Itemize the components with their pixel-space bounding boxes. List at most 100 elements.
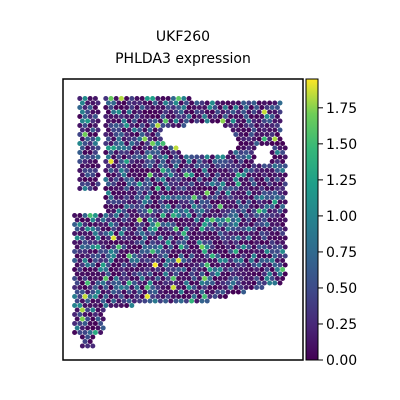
spot-point — [90, 262, 96, 268]
spot-point — [233, 114, 239, 119]
spot-point — [189, 199, 195, 205]
spot-point — [272, 253, 278, 259]
spot-point — [191, 105, 197, 110]
spot-point — [118, 132, 124, 137]
spot-point — [103, 231, 109, 236]
spot-point — [235, 289, 241, 295]
spot-point — [139, 231, 145, 236]
spot-point — [131, 136, 137, 142]
spot-point — [217, 213, 223, 218]
spot-point — [142, 271, 148, 277]
spot-point — [108, 186, 114, 191]
spot-point — [163, 226, 169, 232]
spot-point — [79, 136, 85, 142]
spot-point — [194, 172, 200, 178]
spot-point — [189, 253, 195, 259]
spot-point — [147, 109, 153, 115]
spot-point — [191, 267, 197, 272]
spot-point — [87, 321, 93, 326]
spot-point — [261, 226, 267, 232]
spot-point — [191, 294, 197, 299]
spot-point — [220, 280, 226, 286]
spot-point — [85, 343, 91, 349]
spot-point — [267, 271, 273, 277]
spot-point — [131, 100, 137, 106]
spot-point — [113, 105, 119, 110]
spot-point — [238, 195, 244, 200]
spot-point — [77, 276, 83, 281]
spot-point — [121, 271, 127, 277]
spot-point — [254, 285, 260, 290]
spot-point — [139, 159, 145, 164]
spot-point — [131, 289, 137, 295]
spot-point — [225, 118, 231, 124]
spot-point — [199, 217, 205, 223]
spot-point — [212, 231, 218, 236]
spot-point — [108, 123, 114, 128]
spot-point — [217, 222, 223, 227]
spot-point — [183, 244, 189, 250]
spot-point — [124, 195, 130, 200]
spot-point — [129, 195, 135, 200]
spot-point — [178, 199, 184, 205]
spot-point — [235, 109, 241, 115]
spot-point — [124, 168, 130, 173]
spot-point — [282, 217, 288, 223]
spot-point — [124, 204, 130, 209]
spot-point — [243, 276, 249, 281]
spot-point — [163, 298, 169, 304]
spot-point — [124, 258, 130, 263]
spot-point — [196, 213, 202, 218]
spot-point — [173, 289, 179, 295]
spot-layer — [72, 96, 288, 349]
spot-point — [212, 195, 218, 200]
spot-point — [233, 105, 239, 110]
spot-point — [77, 105, 83, 110]
spot-point — [204, 163, 210, 169]
spot-point — [277, 271, 283, 277]
spot-point — [186, 285, 192, 290]
spot-point — [199, 208, 205, 214]
spot-point — [277, 109, 283, 115]
spot-point — [134, 186, 140, 191]
spot-point — [144, 123, 150, 128]
spot-point — [92, 285, 98, 290]
spot-point — [225, 172, 231, 178]
spot-point — [113, 168, 119, 173]
spot-point — [274, 177, 280, 182]
spot-point — [147, 181, 153, 187]
spot-point — [113, 123, 119, 128]
spot-point — [248, 186, 254, 191]
spot-point — [139, 276, 145, 281]
spot-point — [155, 213, 161, 218]
spot-point — [150, 249, 156, 254]
spot-point — [105, 226, 111, 232]
spot-point — [95, 280, 101, 286]
spot-point — [207, 114, 213, 119]
spot-point — [150, 294, 156, 299]
spot-point — [222, 231, 228, 236]
spot-point — [212, 186, 218, 191]
spot-point — [137, 253, 143, 259]
spot-point — [134, 294, 140, 299]
spot-point — [170, 276, 176, 281]
spot-point — [103, 141, 109, 146]
spot-point — [82, 150, 88, 155]
spot-point — [274, 249, 280, 254]
spot-point — [209, 253, 215, 259]
spot-point — [272, 154, 278, 160]
spot-point — [147, 154, 153, 160]
spot-point — [220, 100, 226, 106]
spot-point — [165, 249, 171, 254]
spot-point — [230, 181, 236, 187]
spot-point — [251, 235, 257, 241]
spot-point — [111, 298, 117, 304]
spot-point — [212, 114, 218, 119]
spot-point — [170, 168, 176, 173]
spot-point — [121, 190, 127, 196]
spot-point — [118, 204, 124, 209]
spot-point — [215, 154, 221, 160]
spot-point — [90, 154, 96, 160]
spot-point — [165, 114, 171, 119]
spot-point — [241, 226, 247, 232]
